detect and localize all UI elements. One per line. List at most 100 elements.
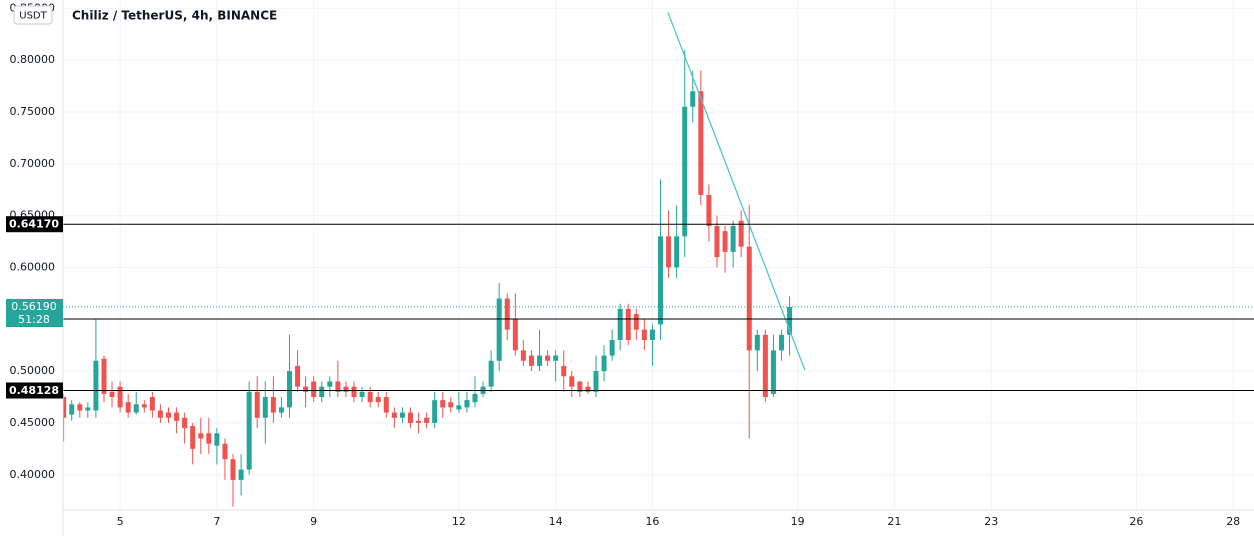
candle-body: [625, 308, 631, 340]
x-tick-label: 7: [213, 515, 220, 528]
candle-body: [746, 246, 752, 351]
candle-body: [165, 412, 172, 418]
candle-body: [512, 319, 518, 351]
candle-body: [351, 386, 357, 398]
x-tick-label: 28: [1226, 515, 1240, 528]
candle-body: [238, 469, 244, 480]
y-tick-label: 0.50000: [10, 364, 56, 377]
y-tick-label: 0.75000: [10, 105, 56, 118]
candle-body: [545, 355, 551, 361]
candle-body: [222, 443, 228, 460]
candle-body: [141, 404, 147, 408]
candle-body: [593, 371, 599, 392]
candle-body: [553, 355, 559, 361]
candle-body: [133, 404, 139, 413]
candle-body: [528, 355, 534, 366]
y-tick-label: 0.60000: [10, 260, 56, 273]
price-label-box: [6, 382, 63, 399]
candle-body: [359, 391, 365, 398]
candle-body: [690, 91, 696, 107]
candle-body: [214, 433, 220, 446]
y-tick-label: 0.70000: [10, 157, 56, 170]
candle-body: [658, 236, 664, 325]
candle-body: [448, 402, 454, 408]
candle-body: [787, 306, 793, 335]
candle-body: [327, 381, 333, 387]
candle-body: [561, 365, 567, 377]
candle-body: [537, 355, 543, 366]
candle-body: [125, 402, 131, 413]
candle-body: [206, 433, 212, 444]
candle-body: [738, 220, 744, 247]
overlays: [63, 12, 1254, 392]
candle-body: [174, 412, 180, 421]
candle-body: [762, 334, 768, 398]
x-tick-label: 5: [117, 515, 124, 528]
last-price-label: 0.56190: [11, 300, 57, 313]
candle-body: [407, 412, 413, 423]
candle-body: [609, 340, 615, 356]
candle-body: [375, 397, 381, 403]
candle-body: [649, 329, 655, 340]
candle-body: [246, 391, 252, 470]
candle-body: [706, 194, 712, 226]
currency: USDT: [19, 11, 47, 22]
candle-body: [157, 410, 163, 418]
currency-box[interactable]: [13, 5, 53, 25]
candle-body: [424, 417, 430, 423]
candle-body: [496, 298, 502, 361]
y-tick-label: 0.40000: [10, 468, 56, 481]
candle-body: [69, 404, 75, 415]
x-tick-label: 23: [984, 515, 998, 528]
candle-body: [520, 350, 526, 361]
candle-body: [262, 397, 268, 418]
candle-body: [109, 391, 115, 398]
candle-body: [270, 397, 276, 413]
candle-body: [335, 381, 341, 392]
candle-body: [504, 298, 510, 330]
candle-body: [278, 407, 284, 413]
x-tick-label: 26: [1129, 515, 1143, 528]
candle-body: [456, 405, 462, 410]
candle-body: [254, 391, 260, 418]
candle-body: [440, 400, 446, 408]
x-tick-label: 16: [645, 515, 659, 528]
x-tick-label: 19: [791, 515, 805, 528]
price-label: 0.64170: [9, 218, 59, 231]
candle-body: [367, 391, 373, 403]
candle-body: [754, 334, 760, 351]
candle-body: [569, 376, 575, 387]
countdown: 51:28: [18, 313, 50, 326]
trend-line: [667, 12, 806, 371]
candle-body: [101, 358, 107, 394]
candle-body: [303, 386, 309, 392]
candle-body: [698, 91, 704, 195]
candle-body: [77, 404, 83, 411]
price-label-box: [6, 216, 63, 233]
candle-body: [93, 360, 99, 411]
y-tick-label: 0.45000: [10, 416, 56, 429]
candle-body: [182, 417, 188, 429]
x-tick-label: 12: [452, 515, 466, 528]
candle-body: [230, 459, 236, 480]
candle-body: [666, 236, 672, 268]
candle-body: [585, 386, 591, 392]
last-price-box: [6, 298, 63, 327]
candle-body: [601, 355, 607, 372]
candle-body: [311, 381, 317, 398]
price-scale: [0, 0, 63, 536]
candle-body: [577, 381, 583, 392]
candle-body: [770, 350, 776, 394]
candle-body: [286, 371, 292, 408]
candle-body: [617, 308, 623, 340]
candle-body: [399, 412, 405, 418]
x-tick-label: 9: [310, 515, 317, 528]
candle-body: [488, 360, 494, 387]
candle-body: [674, 236, 680, 268]
candle-body: [391, 412, 397, 418]
candle-body: [61, 397, 67, 418]
candle-body: [730, 225, 736, 252]
